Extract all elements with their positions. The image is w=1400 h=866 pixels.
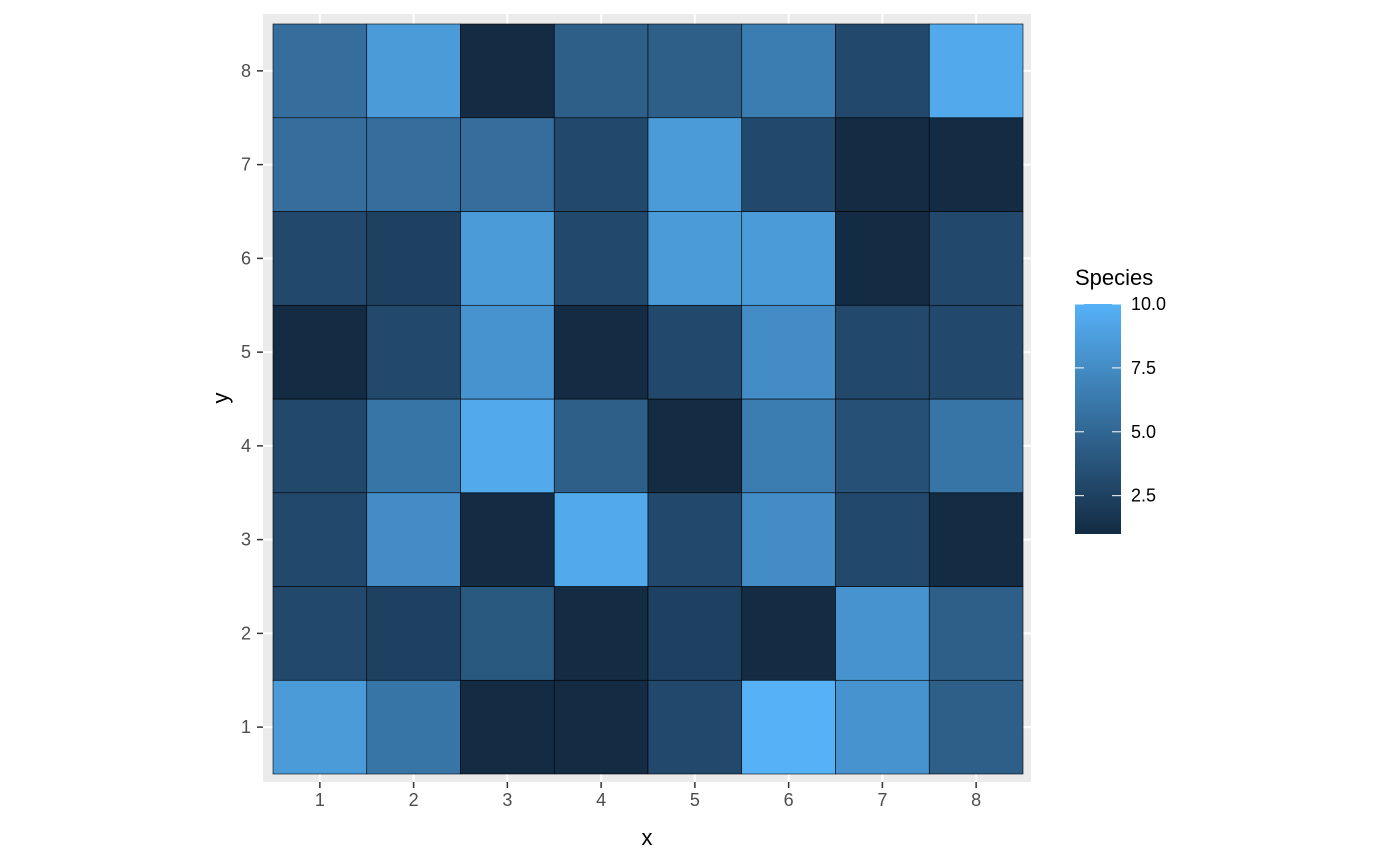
x-tick-label: 2 [409, 790, 419, 810]
y-tick-label: 2 [241, 623, 251, 643]
heatmap-tile [272, 117, 368, 212]
x-tick-label: 3 [502, 790, 512, 810]
heatmap-tile [553, 304, 649, 400]
heatmap-tile [366, 586, 461, 681]
heatmap-tile [366, 117, 461, 212]
heatmap-tile [460, 211, 555, 306]
heatmap-tile [553, 117, 649, 212]
heatmap-tile [366, 211, 461, 306]
heatmap-tile [366, 679, 461, 775]
x-tick-label: 4 [596, 790, 606, 810]
y-tick-label: 7 [241, 155, 251, 175]
heatmap-tile [460, 679, 555, 775]
heatmap-tile [647, 586, 743, 681]
heatmap-tile [647, 211, 743, 306]
legend-tick-label: 2.5 [1131, 486, 1156, 506]
heatmap-tile [460, 304, 555, 400]
x-tick-label: 1 [315, 790, 325, 810]
y-axis-title: y [208, 393, 233, 404]
heatmap-tile [835, 492, 930, 587]
heatmap-tile [272, 679, 368, 775]
heatmap-tile [928, 23, 1024, 119]
heatmap-tile [366, 304, 461, 400]
heatmap-tile [647, 679, 743, 775]
y-tick-label: 6 [241, 248, 251, 268]
heatmap-tile [272, 23, 368, 119]
x-tick-label: 7 [877, 790, 887, 810]
heatmap-tiles [272, 23, 1024, 775]
heatmap-tile [835, 117, 930, 212]
heatmap-tile [460, 117, 555, 212]
heatmap-tile [460, 586, 555, 681]
legend-ticks: 2.5 5.0 7.5 10.0 [1075, 294, 1166, 506]
x-tick-label: 5 [690, 790, 700, 810]
heatmap-tile [835, 211, 930, 306]
legend-title: Species [1075, 265, 1153, 290]
heatmap-tile [835, 23, 930, 119]
heatmap-tile [553, 23, 649, 119]
heatmap-tile [366, 398, 461, 494]
heatmap-tile [928, 117, 1024, 212]
heatmap-tile [741, 304, 836, 400]
heatmap-tile [553, 492, 649, 587]
heatmap-tile [553, 211, 649, 306]
legend-tick-label: 5.0 [1131, 422, 1156, 442]
color-legend: Species 2.5 5.0 7.5 10.0 [1075, 265, 1166, 534]
heatmap-tile [366, 23, 461, 119]
y-tick-label: 4 [241, 436, 251, 456]
y-tick-label: 8 [241, 61, 251, 81]
y-axis: 1 2 3 4 5 6 7 8 [241, 61, 263, 737]
heatmap-tile [928, 304, 1024, 400]
heatmap-tile [835, 586, 930, 681]
heatmap-tile [741, 117, 836, 212]
y-tick-label: 1 [241, 717, 251, 737]
x-tick-label: 6 [784, 790, 794, 810]
heatmap-tile [928, 492, 1024, 587]
heatmap-tile [928, 586, 1024, 681]
heatmap-tile [647, 23, 743, 119]
heatmap-tile [928, 398, 1024, 494]
heatmap-tile [366, 492, 461, 587]
heatmap-tile [553, 679, 649, 775]
heatmap-tile [835, 304, 930, 400]
x-axis-title: x [642, 825, 653, 850]
heatmap-tile [741, 398, 836, 494]
heatmap-tile [741, 211, 836, 306]
heatmap-tile [553, 398, 649, 494]
heatmap-tile [835, 679, 930, 775]
heatmap-tile [741, 679, 836, 775]
heatmap-tile [741, 586, 836, 681]
heatmap-tile [272, 492, 368, 587]
heatmap-tile [647, 398, 743, 494]
heatmap-tile [553, 586, 649, 681]
legend-tick-label: 7.5 [1131, 358, 1156, 378]
heatmap-tile [460, 492, 555, 587]
y-tick-label: 5 [241, 342, 251, 362]
heatmap-tile [460, 23, 555, 119]
heatmap-tile [928, 211, 1024, 306]
heatmap-tile [460, 398, 555, 494]
heatmap-tile [741, 23, 836, 119]
x-tick-label: 8 [971, 790, 981, 810]
heatmap-tile [272, 586, 368, 681]
x-axis: 1 2 3 4 5 6 7 8 [315, 782, 981, 810]
heatmap-tile [928, 679, 1024, 775]
heatmap-tile [647, 117, 743, 212]
heatmap-tile [272, 211, 368, 306]
heatmap-tile [647, 304, 743, 400]
heatmap-tile [647, 492, 743, 587]
heatmap-tile [741, 492, 836, 587]
legend-tick-label: 10.0 [1131, 294, 1166, 314]
y-tick-label: 3 [241, 530, 251, 550]
legend-colorbar [1075, 304, 1121, 534]
heatmap-tile [272, 398, 368, 494]
heatmap-tile [835, 398, 930, 494]
heatmap-tile [272, 304, 368, 400]
